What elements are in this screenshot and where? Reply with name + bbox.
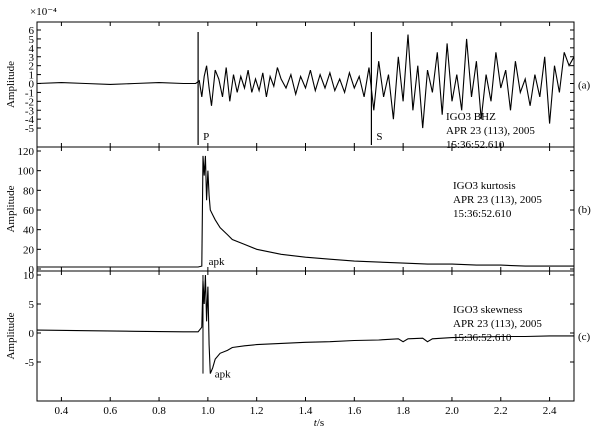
info-text-line: 15:36:52.610: [453, 332, 512, 344]
y-tick-label: 0: [29, 328, 35, 340]
phase-marker-label: S: [376, 131, 382, 143]
y-scale-label: ×10⁻⁴: [30, 6, 57, 18]
y-tick-label: -5: [25, 357, 35, 369]
apk-label: apk: [215, 369, 231, 381]
y-tick-label: -5: [25, 123, 35, 135]
x-tick-label: 2.0: [445, 405, 459, 417]
y-tick-label: -4: [25, 114, 35, 126]
y-tick-label: 20: [23, 244, 35, 256]
panel-label: (a): [578, 80, 591, 92]
y-tick-label: 60: [23, 205, 35, 217]
y-tick-label: -2: [25, 96, 34, 108]
x-axis: 0.4 0.6 0.8 1.0 1.2 1.4 1.6 1.8 2.0 2.2 2.4 t/s: [55, 405, 557, 429]
y-axis-label: Amplitude: [5, 185, 17, 232]
y-tick-label: 4: [29, 43, 35, 55]
x-tick-label: 0.4: [55, 405, 69, 417]
series-line: [36, 34, 575, 129]
y-tick-label: 80: [23, 185, 35, 197]
y-tick-label: 120: [18, 146, 35, 158]
y-tick-label: 5: [29, 34, 35, 46]
info-text-line: 15:36:52.610: [446, 139, 505, 151]
panel-label: (b): [578, 204, 591, 216]
y-tick-label: 2: [29, 61, 35, 73]
info-text-line: APR 23 (113), 2005: [446, 125, 535, 137]
panel-c: -5 0 5 10 Amplitude apk IGO3 skewness APR 23 (1…: [5, 270, 591, 402]
y-tick-label: 100: [18, 166, 35, 178]
y-tick-label: 0: [29, 264, 35, 276]
y-tick-label: -3: [25, 105, 35, 117]
y-axis-label: Amplitude: [5, 312, 17, 359]
info-text-line: IGO3 BHZ: [446, 111, 496, 123]
series-line: [37, 155, 574, 268]
y-tick-label: 3: [29, 52, 35, 64]
info-text-line: 15:36:52.610: [453, 208, 512, 220]
y-tick-label: -1: [25, 87, 34, 99]
info-text-line: IGO3 skewness: [453, 304, 522, 316]
info-text-line: IGO3 kurtosis: [453, 180, 516, 192]
y-tick-label: 1: [29, 70, 35, 82]
x-tick-label: 1.6: [347, 405, 361, 417]
x-tick-label: 2.4: [543, 405, 557, 417]
info-text-line: APR 23 (113), 2005: [453, 194, 542, 206]
x-tick-label: 1.4: [299, 405, 313, 417]
panel-label: (c): [578, 331, 591, 343]
x-tick-label: 1.2: [250, 405, 264, 417]
y-tick-label: 40: [23, 225, 35, 237]
info-text-line: APR 23 (113), 2005: [453, 318, 542, 330]
panel-b: 0 20 40 60 80 100 120 Amplitude apk IGO3 kurtosis…: [5, 146, 591, 276]
y-tick-label: 0: [29, 79, 35, 91]
x-tick-label: 2.2: [494, 405, 508, 417]
x-axis-label: t/s: [314, 417, 324, 429]
x-tick-label: 1.8: [396, 405, 410, 417]
y-axis-label: Amplitude: [5, 61, 17, 108]
apk-label: apk: [209, 256, 225, 268]
y-tick-label: 6: [29, 25, 35, 37]
y-tick-label: 10: [23, 270, 35, 282]
y-tick-label: 5: [29, 299, 35, 311]
x-tick-label: 0.6: [103, 405, 117, 417]
x-tick-label: 0.8: [152, 405, 166, 417]
phase-marker-label: P: [203, 131, 209, 143]
x-tick-label: 1.0: [201, 405, 215, 417]
